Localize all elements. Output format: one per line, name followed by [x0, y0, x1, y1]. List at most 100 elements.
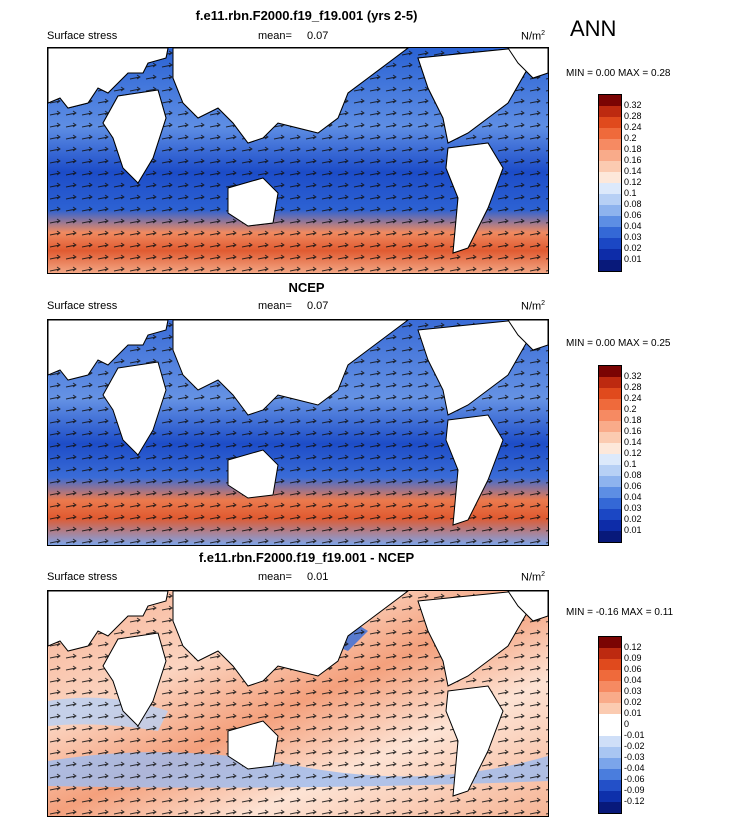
panel-3-title: f.e11.rbn.F2000.f19_f19.001 - NCEP [198, 550, 415, 565]
colorbar-tick-label: 0.12 [624, 642, 642, 652]
colorbar-tick-label: 0.2 [624, 133, 637, 143]
colorbar-swatch [599, 509, 621, 520]
colorbar-swatch [599, 780, 621, 791]
colorbar-tick-label: -0.12 [624, 796, 645, 806]
panel-2-minmax: MIN = 0.00 MAX = 0.25 [566, 338, 671, 349]
colorbar-tick-label: 0.06 [624, 210, 642, 220]
colorbar-tick-label: 0.09 [624, 653, 642, 663]
colorbar-tick-label: 0.06 [624, 481, 642, 491]
colorbar-tick-label: 0.24 [624, 122, 642, 132]
colorbar-swatch [599, 227, 621, 238]
colorbar-swatch [599, 758, 621, 769]
colorbar-tick-label: 0.12 [624, 177, 642, 187]
colorbar-swatch [599, 205, 621, 216]
colorbar-tick-label: 0.03 [624, 503, 642, 513]
colorbar-tick-label: 0.02 [624, 697, 642, 707]
colorbar-swatch [599, 487, 621, 498]
colorbar-swatch [599, 410, 621, 421]
colorbar-swatch [599, 443, 621, 454]
panel-3-minmax: MIN = -0.16 MAX = 0.11 [566, 607, 674, 618]
colorbar-swatch [599, 747, 621, 758]
colorbar-swatch [599, 648, 621, 659]
colorbar-tick-label: 0.18 [624, 415, 642, 425]
colorbar-tick-label: -0.01 [624, 730, 645, 740]
colorbar-tick-label: -0.02 [624, 741, 645, 751]
colorbar-swatch [599, 714, 621, 725]
panel-1-variable: Surface stress [47, 30, 118, 42]
panel-1-mean-value: 0.07 [307, 30, 329, 42]
colorbar-swatch [599, 637, 621, 648]
colorbar-swatch [599, 432, 621, 443]
colorbar-swatch [599, 117, 621, 128]
panel-3-mean-label: mean= [258, 571, 292, 583]
colorbar-tick-label: 0.03 [624, 232, 642, 242]
colorbar-tick-label: 0.06 [624, 664, 642, 674]
colorbar-swatch [599, 703, 621, 714]
colorbar-swatch [599, 454, 621, 465]
colorbar-swatch [599, 172, 621, 183]
colorbar-tick-label: 0.1 [624, 459, 637, 469]
colorbar-tick-label: -0.06 [624, 774, 645, 784]
colorbar-tick-label: -0.04 [624, 763, 645, 773]
panel-3-mean-value: 0.01 [307, 571, 329, 583]
colorbar-swatch [599, 366, 621, 377]
panel-2-colorbar [598, 365, 622, 543]
colorbar-tick-label: 0.03 [624, 686, 642, 696]
panel-1-title: f.e11.rbn.F2000.f19_f19.001 (yrs 2-5) [195, 8, 418, 23]
colorbar-swatch [599, 465, 621, 476]
panel-2-map-svg [48, 320, 548, 545]
panel-1-minmax: MIN = 0.00 MAX = 0.28 [566, 68, 671, 79]
colorbar-swatch [599, 791, 621, 802]
colorbar-tick-label: 0.01 [624, 254, 642, 264]
colorbar-tick-label: 0.1 [624, 188, 637, 198]
colorbar-tick-label: 0.12 [624, 448, 642, 458]
panel-2-units: N/m2 [521, 300, 546, 313]
colorbar-swatch [599, 531, 621, 542]
colorbar-tick-label: 0.08 [624, 470, 642, 480]
panel-2-mean-value: 0.07 [307, 300, 329, 312]
colorbar-swatch [599, 95, 621, 106]
panel-2-variable: Surface stress [47, 300, 118, 312]
colorbar-swatch [599, 659, 621, 670]
panel-2-mean-label: mean= [258, 300, 292, 312]
colorbar-swatch [599, 476, 621, 487]
panel-1-map-svg [48, 48, 548, 273]
panel-1-map [47, 47, 549, 274]
panel-3-variable: Surface stress [47, 571, 118, 583]
colorbar-swatch [599, 183, 621, 194]
colorbar-swatch [599, 128, 621, 139]
colorbar-tick-label: 0.16 [624, 426, 642, 436]
colorbar-tick-label: 0.2 [624, 404, 637, 414]
colorbar-tick-label: 0.02 [624, 514, 642, 524]
colorbar-swatch [599, 498, 621, 509]
colorbar-swatch [599, 139, 621, 150]
colorbar-swatch [599, 216, 621, 227]
colorbar-swatch [599, 681, 621, 692]
colorbar-swatch [599, 194, 621, 205]
colorbar-swatch [599, 260, 621, 271]
colorbar-tick-label: 0.01 [624, 525, 642, 535]
colorbar-tick-label: 0.04 [624, 221, 642, 231]
colorbar-swatch [599, 106, 621, 117]
panel-3-colorbar [598, 636, 622, 814]
panel-3-map-svg [48, 591, 548, 816]
panel-1-mean-label: mean= [258, 30, 292, 42]
panel-1-units: N/m2 [521, 30, 546, 43]
colorbar-tick-label: 0.14 [624, 166, 642, 176]
colorbar-tick-label: 0.08 [624, 199, 642, 209]
colorbar-swatch [599, 161, 621, 172]
colorbar-tick-label: 0.14 [624, 437, 642, 447]
season-label: ANN [570, 16, 617, 41]
panel-3-units: N/m2 [521, 571, 546, 584]
colorbar-swatch [599, 692, 621, 703]
panel-3-map [47, 590, 549, 817]
colorbar-swatch [599, 249, 621, 260]
panel-2-map [47, 319, 549, 546]
colorbar-tick-label: 0.24 [624, 393, 642, 403]
colorbar-swatch [599, 802, 621, 813]
colorbar-tick-label: 0.04 [624, 675, 642, 685]
colorbar-tick-label: -0.03 [624, 752, 645, 762]
panel-2-title: NCEP [288, 280, 325, 295]
colorbar-tick-label: 0.02 [624, 243, 642, 253]
colorbar-tick-label: -0.09 [624, 785, 645, 795]
